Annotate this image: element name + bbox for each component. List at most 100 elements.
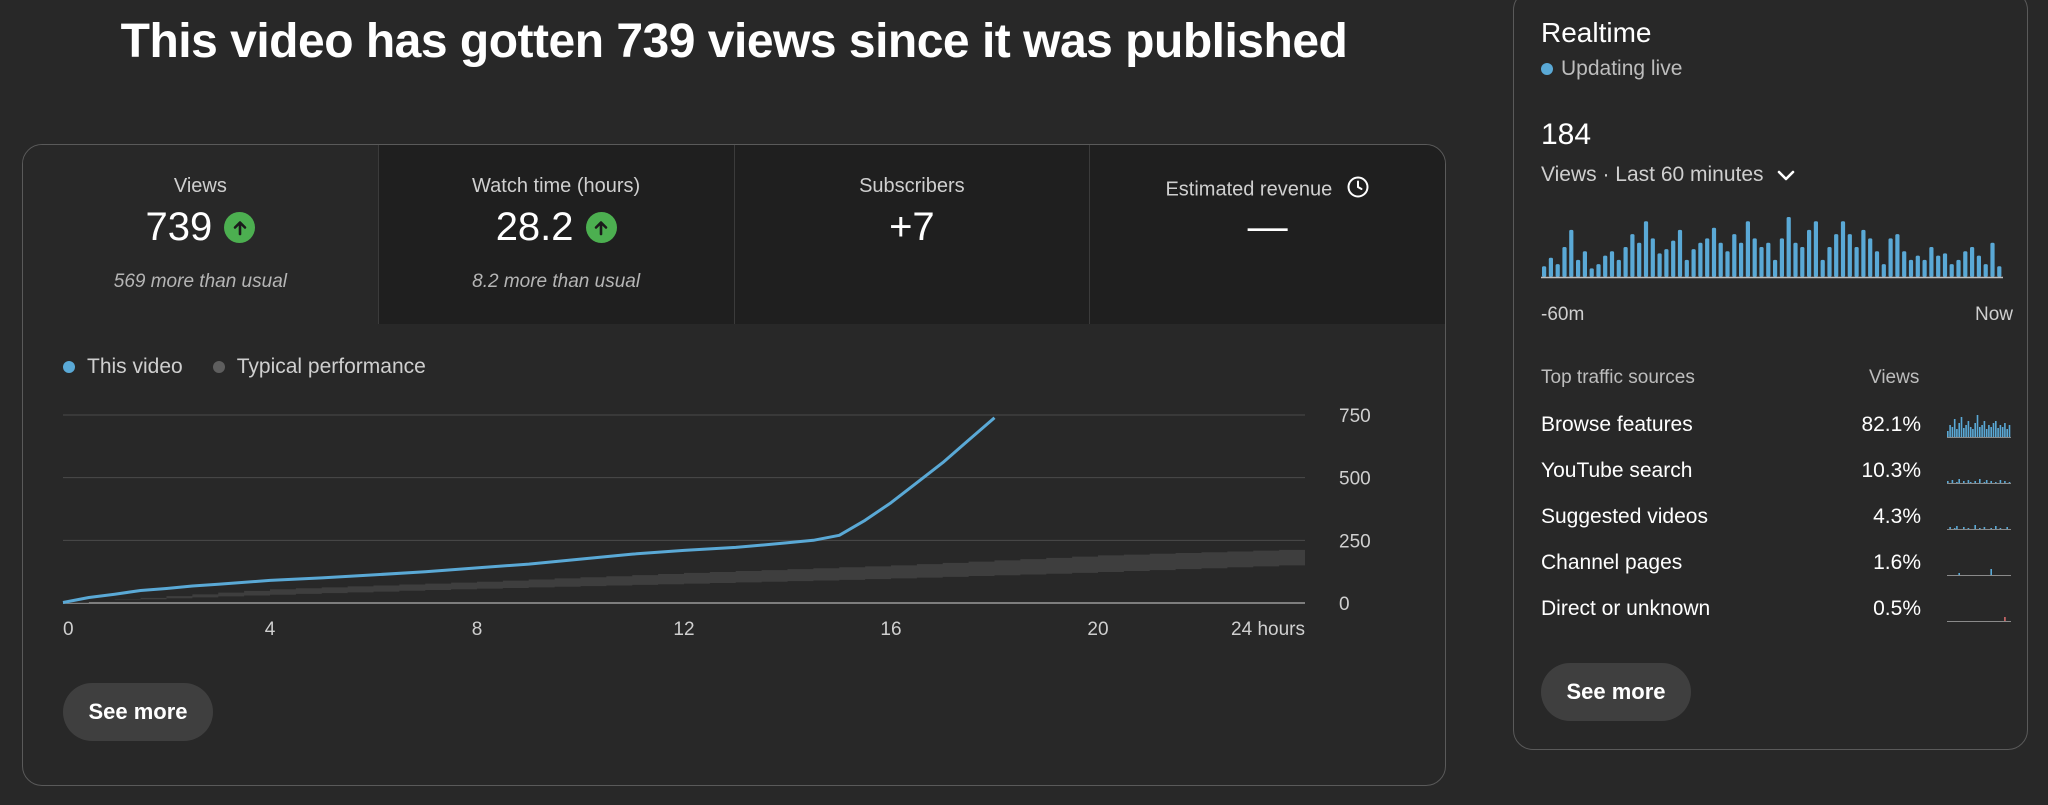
metric-title: Views bbox=[173, 175, 227, 197]
traffic-source-name: Channel pages bbox=[1541, 551, 1683, 574]
realtime-bar bbox=[1840, 221, 1846, 277]
metric-tabs: Views 739 569 more than usual Watch time… bbox=[23, 145, 1445, 324]
metric-title-text: Estimated revenue bbox=[1165, 178, 1333, 201]
metric-tab-revenue[interactable]: Estimated revenue — bbox=[1089, 145, 1445, 324]
sparkline-bar bbox=[1958, 423, 1960, 437]
realtime-bar bbox=[1813, 221, 1818, 277]
traffic-header: Top traffic sources Views bbox=[1541, 367, 1941, 389]
realtime-range-selector[interactable]: Views · Last 60 minutes bbox=[1541, 163, 1798, 187]
metric-tab-views[interactable]: Views 739 569 more than usual bbox=[23, 145, 378, 324]
traffic-row[interactable]: Browse features 82.1% bbox=[1541, 407, 2011, 447]
realtime-bar bbox=[1711, 227, 1717, 277]
realtime-bar bbox=[1548, 257, 1553, 277]
traffic-source-name: YouTube search bbox=[1541, 459, 1693, 482]
metric-tab-subscribers[interactable]: Subscribers +7 bbox=[733, 145, 1090, 324]
sparkline-bar bbox=[1999, 425, 2002, 437]
metric-tab-watch-time[interactable]: Watch time (hours) 28.2 8.2 more than us… bbox=[377, 145, 734, 324]
sparkline-bar bbox=[1949, 527, 1951, 529]
sparkline-bar bbox=[1999, 480, 2002, 483]
sparkline-bar bbox=[1965, 425, 1967, 437]
sparkline-bar bbox=[1947, 431, 1949, 437]
sparkline-bar bbox=[1956, 429, 1958, 437]
legend-typical: Typical performance bbox=[212, 355, 426, 379]
arrow-up-icon bbox=[585, 212, 617, 243]
x-tick-label: 0 bbox=[63, 619, 74, 640]
sparkline-bar bbox=[1999, 528, 2002, 529]
realtime-bar bbox=[1569, 229, 1574, 277]
sparkline-bar bbox=[1985, 429, 1988, 437]
realtime-bar bbox=[1800, 247, 1805, 277]
sparkline-bar bbox=[1981, 425, 1983, 437]
realtime-axis-end: Now bbox=[1974, 304, 2013, 325]
realtime-bar bbox=[1705, 238, 1710, 277]
realtime-bar bbox=[1623, 247, 1628, 277]
traffic-source-pct: 0.5% bbox=[1873, 597, 1921, 620]
realtime-bar bbox=[1745, 221, 1750, 277]
realtime-bar bbox=[1664, 249, 1669, 277]
traffic-sparkline bbox=[1947, 479, 2011, 484]
realtime-bar bbox=[1766, 242, 1771, 277]
sparkline-bar bbox=[1974, 481, 1976, 483]
realtime-bar bbox=[1922, 259, 1927, 277]
metric-value: +7 bbox=[735, 205, 1090, 250]
metric-value: — bbox=[1090, 205, 1445, 250]
traffic-row[interactable]: Suggested videos 4.3% bbox=[1541, 499, 2011, 539]
traffic-row[interactable]: Direct or unknown 0.5% bbox=[1541, 591, 2011, 631]
sparkline-bar bbox=[1951, 480, 1954, 483]
metric-value-text: — bbox=[1247, 205, 1288, 249]
page-title: This video has gotten 739 views since it… bbox=[120, 15, 1348, 68]
traffic-source-pct: 4.3% bbox=[1873, 505, 1921, 528]
views-line-chart[interactable]: 750 500 250 0 0 4 8 12 16 20 24 hours bbox=[23, 395, 1445, 655]
clock-icon[interactable] bbox=[1346, 175, 1370, 205]
sparkline-bar bbox=[1990, 427, 1992, 437]
realtime-see-more-button[interactable]: See more bbox=[1541, 663, 1691, 721]
y-tick-label: 750 bbox=[1339, 406, 1371, 427]
realtime-bar bbox=[1976, 255, 1981, 277]
realtime-bar bbox=[1929, 247, 1934, 277]
metric-title: Watch time (hours) bbox=[472, 175, 641, 197]
traffic-row[interactable]: YouTube search 10.3% bbox=[1541, 453, 2011, 493]
realtime-bar bbox=[1834, 234, 1839, 277]
sparkline-bar bbox=[1979, 427, 1981, 437]
realtime-bar bbox=[1807, 229, 1812, 277]
sparkline-bar bbox=[1997, 428, 1999, 437]
sparkline-bar bbox=[1956, 526, 1958, 529]
realtime-status: Updating live bbox=[1541, 57, 1682, 81]
sparkline-bar bbox=[2006, 429, 2008, 437]
live-dot-icon bbox=[1541, 63, 1553, 75]
realtime-bar-chart[interactable] bbox=[1541, 211, 2003, 291]
traffic-sparkline bbox=[1947, 415, 2011, 438]
realtime-bar bbox=[1637, 242, 1642, 277]
realtime-bar bbox=[1942, 253, 1948, 277]
realtime-bar bbox=[1949, 264, 1954, 277]
sparkline-bar bbox=[1979, 479, 1981, 483]
traffic-row[interactable]: Channel pages 1.6% bbox=[1541, 545, 2011, 585]
views-performance-card: Views 739 569 more than usual Watch time… bbox=[22, 144, 1446, 786]
realtime-bar bbox=[1963, 251, 1968, 277]
realtime-bar bbox=[1630, 234, 1635, 277]
traffic-source-pct: 82.1% bbox=[1861, 413, 1921, 436]
sparkline-bar bbox=[1995, 482, 1997, 483]
y-tick-label: 0 bbox=[1339, 594, 1350, 615]
realtime-bar bbox=[1888, 238, 1893, 277]
realtime-bar bbox=[1671, 240, 1676, 277]
sparkline-bar bbox=[1992, 423, 1995, 437]
see-more-button[interactable]: See more bbox=[63, 683, 213, 741]
metric-value-text: +7 bbox=[889, 205, 935, 249]
sparkline-bar bbox=[1953, 528, 1956, 529]
realtime-bar bbox=[1861, 229, 1866, 277]
chevron-down-icon[interactable] bbox=[1774, 163, 1798, 187]
traffic-source-name: Browse features bbox=[1541, 413, 1693, 436]
realtime-bar bbox=[1616, 259, 1621, 277]
traffic-sparkline bbox=[1947, 617, 2011, 622]
realtime-bar bbox=[1698, 242, 1703, 277]
realtime-bar bbox=[1542, 266, 1547, 277]
realtime-bar bbox=[1691, 249, 1696, 277]
sparkline-bar bbox=[1947, 481, 1949, 483]
realtime-bar bbox=[1786, 217, 1791, 277]
metric-title: Estimated revenue bbox=[1090, 175, 1445, 205]
traffic-source-name: Direct or unknown bbox=[1541, 597, 1711, 620]
y-tick-label: 500 bbox=[1339, 469, 1371, 490]
sparkline-bar bbox=[2004, 423, 2006, 437]
realtime-bar bbox=[1983, 264, 1988, 277]
